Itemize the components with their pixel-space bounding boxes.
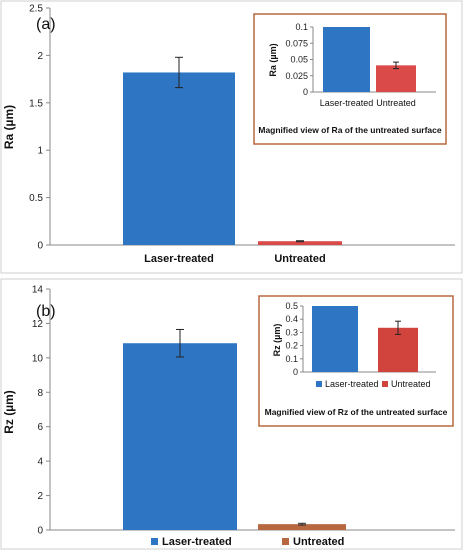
panel-b-label: (b) xyxy=(36,303,56,320)
panel-a-inset: 0 0.025 0.05 0.075 0.1 Laser-treated Untreated… xyxy=(253,13,447,145)
panel-b-y-axis-label: Rz (µm) xyxy=(2,390,16,434)
panel-a-inset-bar-untreated xyxy=(376,65,416,92)
panel-a-inset-category-label: Laser-treated xyxy=(320,98,374,108)
panel-a-inset-ytick-label: 0.05 xyxy=(290,55,308,65)
panel-a-label: (a) xyxy=(36,16,56,33)
panel-b-ytick-label: 0 xyxy=(37,526,43,537)
panel-a-category-label: Laser-treated xyxy=(144,253,214,265)
panel-b-bar-laser-treated xyxy=(123,343,237,530)
panel-b-legend-swatch xyxy=(151,538,158,545)
panel-a-y-axis-label: Ra (µm) xyxy=(2,105,16,149)
panel-a-ytick-label: 2.5 xyxy=(29,4,43,15)
panel-a-inset-ytick-label: 0.025 xyxy=(285,71,308,81)
panel-b-inset-caption: Magnified view of Rz of the untreated su… xyxy=(265,407,448,417)
panel-a-ytick-label: 0 xyxy=(37,241,43,252)
panel-b-inset-bar-laser-treated xyxy=(312,306,358,372)
panel-a-frame xyxy=(0,0,463,274)
panel-a-inset-bar-laser-treated xyxy=(323,27,370,92)
panel-b-inset: 0 0.1 0.2 0.3 0.4 0.5 Laser-treated Untreated Rz… xyxy=(258,295,454,427)
panel-b-inset-bar-untreated xyxy=(378,327,418,372)
panel-b-inset-ytick-label: 0.2 xyxy=(285,341,298,351)
panel-b-legend-swatch xyxy=(282,538,289,545)
panel-a-inset-category-label: Untreated xyxy=(376,98,416,108)
panel-a-ytick-label: 0.5 xyxy=(29,193,43,204)
panel-b-inset-legend-label: Untreated xyxy=(391,379,431,389)
panel-b-inset-legend-label: Laser-treated xyxy=(325,379,379,389)
panel-b-ytick-label: 10 xyxy=(32,353,44,364)
panel-b: 0 2 4 6 8 10 12 14 Laser-treated Untreated (b) Rz (… xyxy=(0,278,463,550)
panel-b-legend-label: Untreated xyxy=(293,536,344,548)
panel-b-inset-ytick-label: 0.1 xyxy=(285,354,298,364)
panel-a-inset-ytick-label: 0.075 xyxy=(285,38,308,48)
panel-b-ytick-label: 2 xyxy=(37,491,43,502)
panel-a-ytick-label: 1.5 xyxy=(29,98,43,109)
panel-a-bar-laser-treated xyxy=(123,72,235,246)
panel-b-ytick-label: 12 xyxy=(32,319,44,330)
panel-b-inset-ytick-label: 0.4 xyxy=(285,314,298,324)
panel-a-inset-ytick-label: 0 xyxy=(303,87,308,97)
panel-b-ytick-label: 14 xyxy=(32,285,44,296)
panel-a-category-label: Untreated xyxy=(274,253,325,265)
panel-b-frame xyxy=(0,278,463,550)
panel-b-legend-label: Laser-treated xyxy=(162,536,232,548)
panel-b-inset-legend-swatch xyxy=(382,381,388,387)
panel-a-inset-ytick-label: 0.1 xyxy=(295,22,308,32)
panel-b-inset-y-axis-label: Rz (µm) xyxy=(272,324,282,357)
panel-b-inset-ytick-label: 0.3 xyxy=(285,327,298,337)
panel-a-ytick-label: 2 xyxy=(37,51,43,62)
panel-b-inset-ytick-label: 0.5 xyxy=(285,301,298,311)
panel-b-inset-ytick-label: 0 xyxy=(293,367,298,377)
panel-a-inset-caption: Magnified view of Ra of the untreated su… xyxy=(258,125,442,135)
panel-a-ytick-label: 1 xyxy=(37,146,43,157)
panel-b-ytick-label: 6 xyxy=(37,422,43,433)
panel-b-inset-legend-swatch xyxy=(316,381,322,387)
panel-b-ytick-label: 4 xyxy=(37,457,43,468)
panel-a-inset-y-axis-label: Ra (µm) xyxy=(268,43,278,76)
panel-b-bar-untreated xyxy=(258,524,346,530)
panel-a-bar-untreated xyxy=(258,241,342,245)
panel-b-ytick-label: 8 xyxy=(37,388,43,399)
